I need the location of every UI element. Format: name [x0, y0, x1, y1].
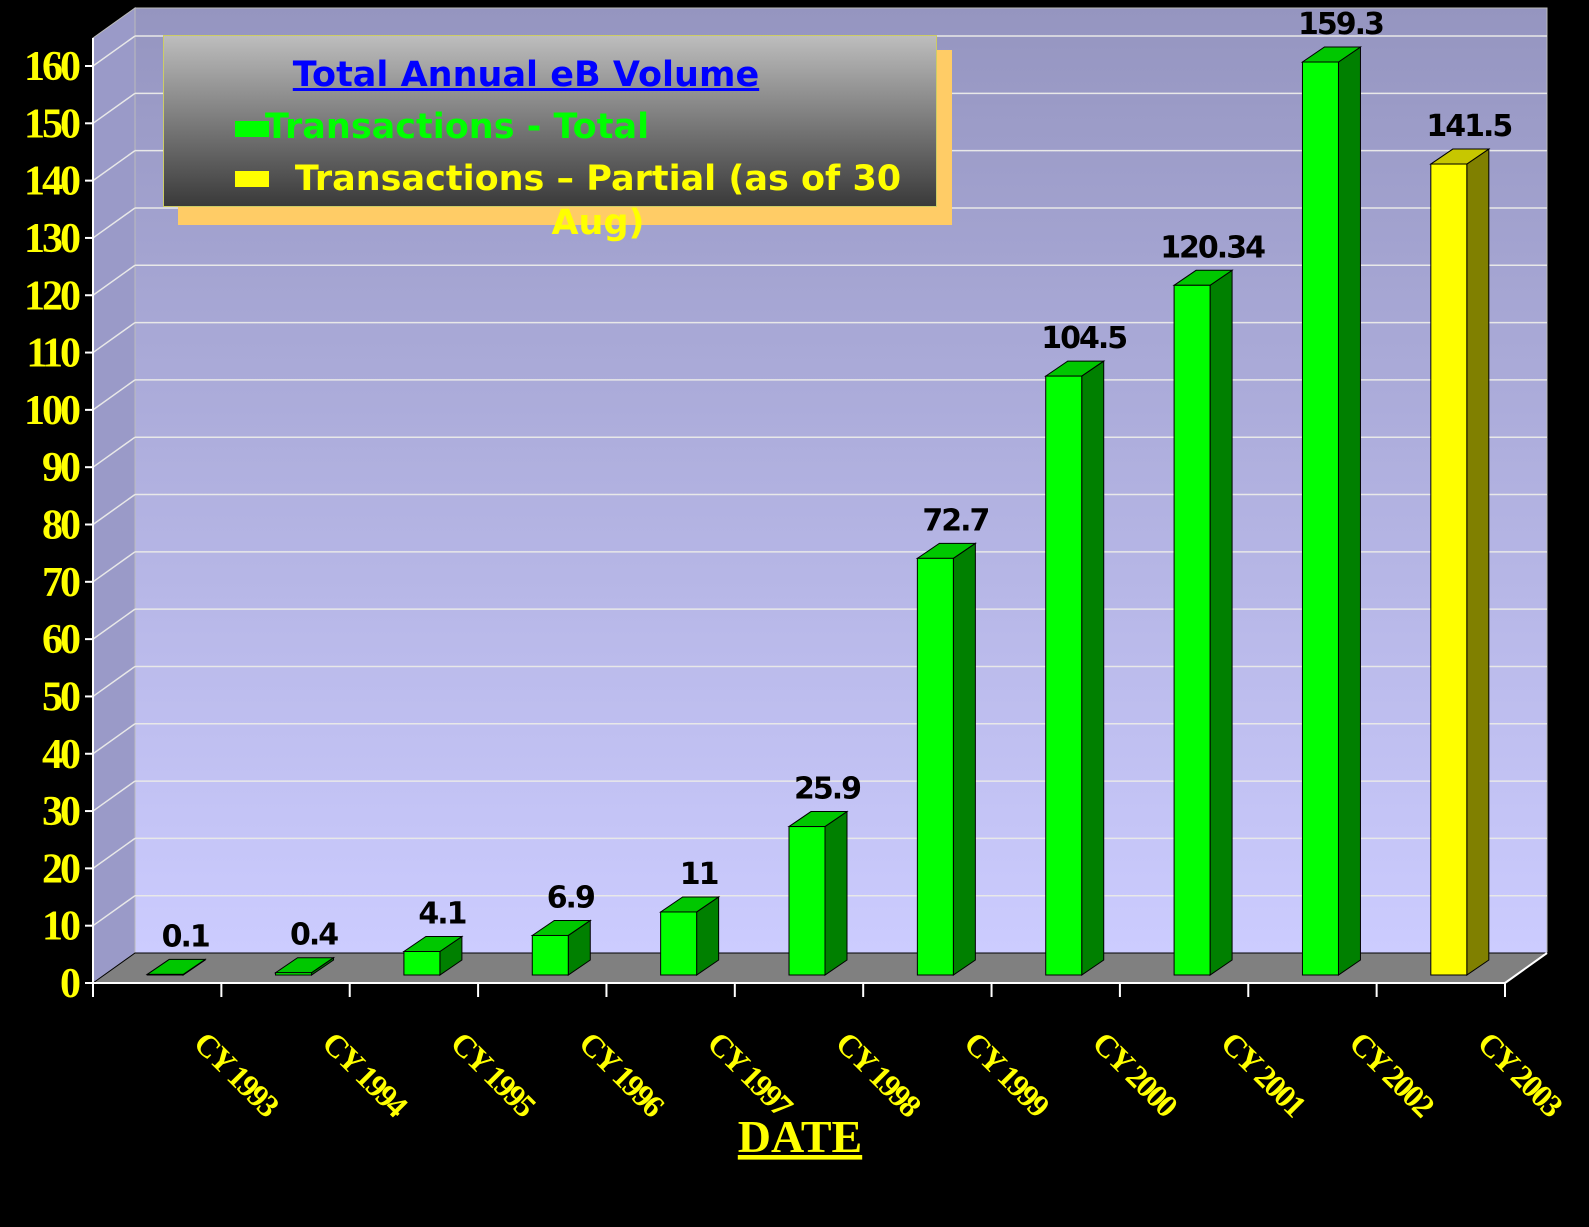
- bar: [146, 973, 184, 976]
- bar-side: [1209, 269, 1233, 976]
- y-tick-label: 40: [42, 732, 80, 778]
- y-tick-label: 110: [26, 331, 80, 377]
- bar: [660, 911, 698, 976]
- grid-line-side: [92, 493, 136, 526]
- grid-line-side: [92, 150, 136, 182]
- x-tick-label: CY 2003: [1471, 1024, 1570, 1123]
- x-tick-label: CY 1995: [444, 1024, 543, 1123]
- grid-line-side: [92, 895, 136, 927]
- bar: [1301, 61, 1339, 976]
- y-tick-label: 160: [24, 44, 80, 90]
- legend: Total Annual eB Volume Transactions - To…: [163, 35, 952, 243]
- bar-side: [1466, 148, 1490, 976]
- x-tick-label: CY 1996: [572, 1024, 672, 1124]
- x-tick-label: CY 1994: [316, 1024, 416, 1124]
- data-label: 104.5: [1041, 321, 1126, 356]
- data-label: 0.4: [290, 918, 338, 953]
- y-tick-label: 150: [24, 101, 80, 147]
- bar: [403, 951, 441, 976]
- x-tick-label: CY 1993: [187, 1024, 286, 1123]
- y-tick-label: 0: [60, 961, 80, 1007]
- bar: [1045, 375, 1083, 976]
- bar-side: [952, 542, 976, 976]
- grid-line-side: [92, 837, 136, 869]
- data-label: 72.7: [922, 503, 988, 538]
- grid-line-side: [92, 379, 136, 411]
- bar: [788, 826, 826, 976]
- data-label: 0.1: [162, 919, 209, 954]
- x-tick-label: CY 1997: [701, 1024, 801, 1124]
- x-tick-label: CY 1998: [829, 1024, 928, 1123]
- data-label: 159.3: [1298, 7, 1383, 42]
- grid-line-side: [92, 264, 136, 296]
- data-label: 25.9: [794, 772, 860, 807]
- grid-line-side: [92, 551, 136, 583]
- bar: [1430, 163, 1468, 976]
- bar: [916, 557, 954, 976]
- y-tick-label: 50: [42, 674, 80, 720]
- grid-line-side: [92, 723, 136, 755]
- legend-swatch: [235, 121, 269, 137]
- bar-side: [1337, 46, 1361, 976]
- data-label: 11: [680, 857, 718, 892]
- y-tick-label: 70: [42, 560, 80, 606]
- legend-title: Total Annual eB Volume: [292, 55, 760, 95]
- data-label: 6.9: [547, 880, 594, 915]
- x-tick-label: CY 1999: [957, 1024, 1056, 1123]
- grid-line-side: [92, 92, 136, 124]
- y-tick-label: 140: [24, 159, 80, 205]
- bar: [1173, 284, 1211, 976]
- legend-entry: Transactions – Partial (as of 30 Aug): [294, 159, 902, 243]
- grid-line-side: [92, 436, 136, 468]
- y-tick-label: 130: [24, 216, 80, 262]
- bar-side: [1081, 360, 1105, 976]
- data-label: 4.1: [418, 897, 465, 932]
- y-tick-label: 60: [42, 617, 80, 663]
- x-tick-label: CY 2001: [1214, 1024, 1313, 1123]
- y-tick-label: 100: [24, 388, 80, 434]
- x-axis-back: [1504, 952, 1548, 984]
- grid-line-side: [92, 207, 136, 239]
- x-labels: CY 1993 CY 1994 CY 1995 CY 1996 CY 1997 CY 19…: [187, 1024, 1570, 1124]
- y-tick-label: 90: [42, 445, 80, 491]
- legend-box: [163, 35, 937, 207]
- x-axis-title: DATE: [738, 1111, 862, 1162]
- data-label: 120.34: [1160, 230, 1265, 265]
- legend-entry: Transactions - Total: [265, 107, 650, 147]
- grid-line-side: [92, 321, 136, 354]
- y-tick-label: 20: [42, 846, 80, 892]
- bar: [531, 934, 569, 976]
- bar-side: [824, 810, 848, 976]
- y-tick-label: 30: [42, 789, 80, 835]
- x-tick-label: CY 2002: [1343, 1024, 1442, 1123]
- legend-swatch: [235, 171, 269, 187]
- grid-line-side: [92, 608, 136, 640]
- x-tick-label: CY 2000: [1086, 1024, 1185, 1123]
- y-tick-label: 120: [24, 273, 80, 319]
- grid-line-side: [92, 35, 136, 67]
- grid-line-side: [92, 665, 136, 698]
- y-tick-label: 10: [42, 904, 80, 950]
- grid-line-side: [92, 780, 136, 812]
- data-label: 141.5: [1426, 109, 1511, 144]
- y-tick-label: 80: [42, 503, 80, 549]
- bar: [275, 972, 313, 976]
